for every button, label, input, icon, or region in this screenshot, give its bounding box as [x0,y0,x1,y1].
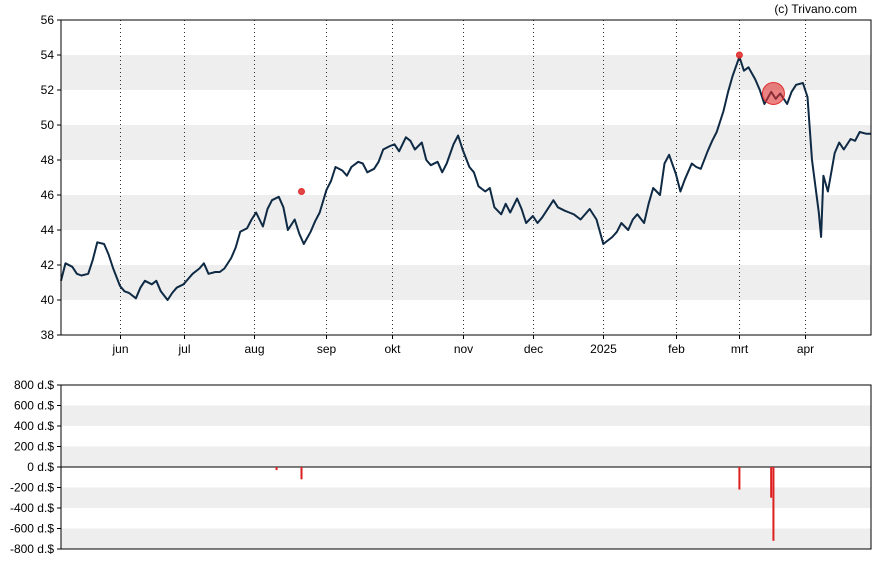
volume-band [61,528,871,549]
trade-markers [298,51,785,195]
volume-y-tick-label: -800 d.$ [10,542,54,556]
month-tick-label: nov [454,342,473,356]
volume-band [61,487,871,508]
price-panel-frame [60,19,872,336]
month-tick-label: feb [668,342,685,356]
month-tick-label: 2025 [590,342,617,356]
price-y-tick-label: 48 [41,153,55,167]
month-tick-label: aug [244,342,264,356]
price-bands [61,55,871,300]
price-y-tick-label: 46 [41,188,55,202]
month-tick-label: mrt [731,342,749,356]
price-y-axis: 38 40 42 44 46 48 50 52 54 56 [41,13,61,342]
volume-band [61,405,871,426]
volume-y-tick-label: -200 d.$ [10,481,54,495]
price-y-tick-label: 38 [41,328,55,342]
price-y-tick-label: 52 [41,83,55,97]
volume-bar [275,467,278,471]
price-band [61,195,871,230]
price-band [61,55,871,90]
volume-panel-frame [60,384,872,550]
price-y-tick-label: 54 [41,48,55,62]
volume-y-tick-label: 600 d.$ [14,399,54,413]
price-y-tick-label: 56 [41,13,55,27]
volume-y-tick-label: 800 d.$ [14,378,54,392]
volume-y-tick-label: 0 d.$ [27,460,54,474]
volume-y-axis: -800 d.$ -600 d.$ -400 d.$ -200 d.$ 0 d.$ 200… [10,378,61,556]
volume-bar [300,467,303,480]
volume-y-tick-label: -400 d.$ [10,501,54,515]
price-y-tick-label: 50 [41,118,55,132]
volume-bars [275,467,775,541]
volume-bar [770,467,773,498]
price-series-line [60,55,871,301]
trade-marker [298,188,306,195]
volume-bar [738,467,741,490]
month-tick-label: apr [797,342,814,356]
month-tick-label: dec [524,342,543,356]
volume-y-tick-label: 200 d.$ [14,440,54,454]
volume-bands [61,405,871,549]
month-tick-label: okt [384,342,401,356]
credit-text: (c) Trivano.com [774,2,857,16]
price-band [61,125,871,160]
price-band [61,265,871,300]
month-tick-label: sep [317,342,337,356]
price-grid [120,20,806,335]
trade-marker [735,51,743,59]
volume-bar [772,467,775,541]
volume-y-tick-label: -600 d.$ [10,522,54,536]
price-y-tick-label: 42 [41,258,55,272]
volume-band [61,446,871,467]
price-y-tick-label: 40 [41,293,55,307]
volume-y-tick-label: 400 d.$ [14,419,54,433]
month-tick-label: jul [177,342,190,356]
trade-marker-large [761,82,785,105]
price-y-tick-label: 44 [41,223,55,237]
month-tick-label: jun [111,342,128,356]
date-x-axis: jun jul aug sep okt nov dec 2025 feb mrt apr [111,335,814,356]
